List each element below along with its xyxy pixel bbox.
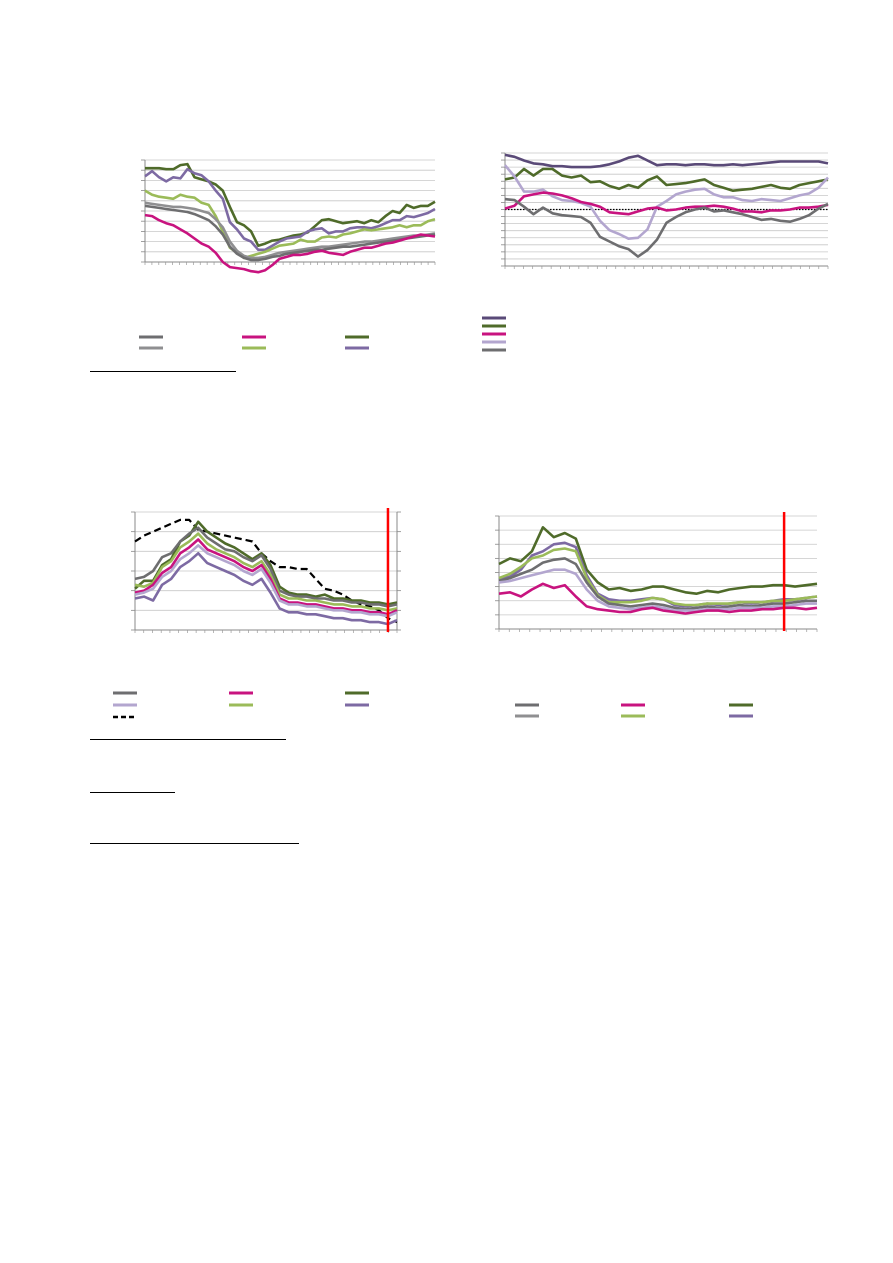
series-line-0 [504,153,829,169]
series-line-0 [145,162,436,247]
legends [113,316,753,719]
series-line-2 [504,164,829,240]
series-line-5 [134,544,398,618]
series-line-1 [504,167,829,192]
series-line-3 [498,557,817,611]
series-line-4 [144,204,436,262]
series-line-4 [504,197,829,258]
series-line-3 [144,201,436,260]
chart-3 [131,508,401,633]
series-line-5 [144,213,436,274]
series-line-4 [134,538,398,616]
chart-4 [495,512,818,632]
footnote-rule-2 [90,739,286,740]
series-line-3 [134,532,398,612]
series-line-3 [504,191,829,216]
footnote-rule-4 [90,843,299,844]
series-line-1 [144,167,436,252]
series-line-6 [134,551,398,626]
series-line-2 [134,526,398,608]
footnote-rule-1 [90,371,236,372]
series-line-5 [498,582,818,615]
chart-1 [141,159,436,274]
series-line-4 [498,568,817,612]
series-line-0 [498,525,818,596]
chart-2 [501,152,829,269]
footnote-rule-3 [90,792,175,793]
series-line-2 [144,189,436,260]
series-line-2 [498,547,818,607]
